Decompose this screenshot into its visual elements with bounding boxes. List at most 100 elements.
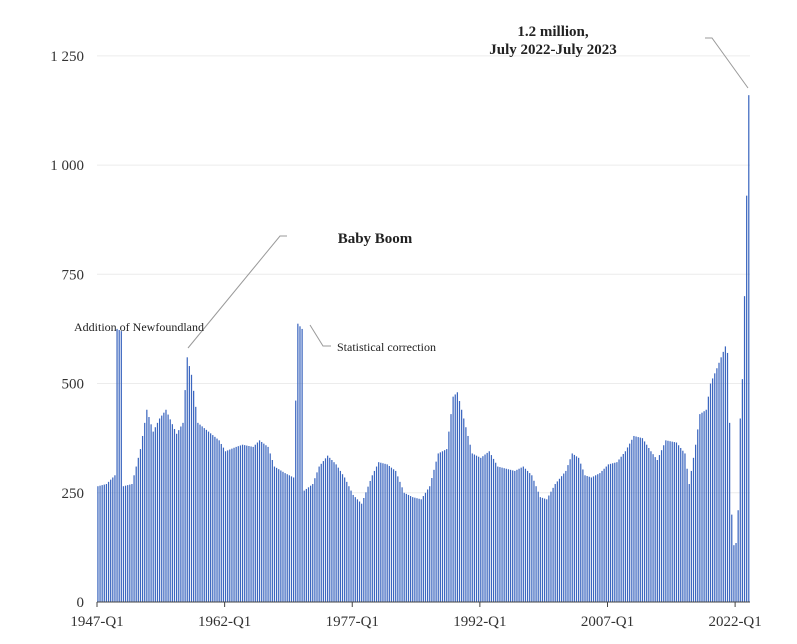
bar <box>237 446 239 602</box>
bar <box>660 450 663 602</box>
bar <box>469 444 471 602</box>
bar <box>475 455 478 602</box>
bar <box>378 462 380 602</box>
bar <box>724 346 727 602</box>
bar <box>582 469 584 602</box>
bar <box>358 501 361 602</box>
bar <box>401 487 403 602</box>
bar <box>133 475 135 602</box>
bar <box>154 427 156 602</box>
bar <box>722 351 724 602</box>
bar <box>331 460 333 602</box>
bar <box>746 195 748 602</box>
bar <box>148 417 150 602</box>
bar <box>120 331 122 602</box>
bar <box>258 440 261 602</box>
annotation-leader-statistical-correction <box>309 324 331 347</box>
bar <box>252 446 254 602</box>
bar <box>726 352 729 602</box>
bar <box>397 476 399 602</box>
bar <box>454 394 456 602</box>
bar <box>616 462 618 602</box>
bar <box>603 468 605 602</box>
bar <box>718 362 720 602</box>
bar <box>739 418 741 602</box>
bar <box>392 469 395 602</box>
bar <box>186 357 188 602</box>
bar <box>335 464 337 602</box>
x-tick-label: 1947-Q1 <box>70 614 123 630</box>
bar <box>399 481 401 602</box>
bar <box>612 463 614 602</box>
bar <box>267 446 269 602</box>
bar <box>569 459 571 602</box>
bar <box>380 462 382 602</box>
bar <box>407 494 410 602</box>
bar <box>480 457 482 602</box>
bar <box>375 466 378 602</box>
bar <box>344 477 346 602</box>
bar <box>265 445 267 602</box>
bar <box>497 466 499 602</box>
bar <box>171 424 173 602</box>
bar <box>458 401 461 602</box>
bar <box>122 486 125 602</box>
bar <box>563 473 565 602</box>
bar <box>503 468 505 602</box>
bar <box>509 469 512 602</box>
bar <box>507 469 510 602</box>
bar <box>658 455 661 602</box>
bar <box>575 456 578 602</box>
bar <box>514 470 516 602</box>
bar <box>548 495 550 602</box>
bar <box>609 463 612 602</box>
bar <box>626 447 629 602</box>
bar <box>748 95 750 603</box>
bar <box>648 447 650 602</box>
bar <box>350 490 352 602</box>
bar <box>518 468 520 602</box>
bar <box>567 465 569 602</box>
annotation-newfoundland: Addition of Newfoundland <box>74 320 204 334</box>
bar <box>256 442 259 602</box>
bar <box>139 449 142 602</box>
bar <box>195 406 197 602</box>
bar <box>560 476 563 602</box>
bar <box>490 455 493 602</box>
bar <box>533 480 535 602</box>
bar <box>180 426 182 602</box>
bar <box>418 498 420 602</box>
x-axis-ticks: 1947-Q1 1962-Q1 1977-Q1 1992-Q1 2007-Q1 2022-… <box>70 602 762 630</box>
bar <box>680 447 682 602</box>
bar <box>650 451 652 602</box>
bar <box>101 485 103 602</box>
bar <box>97 486 99 602</box>
bar <box>416 498 418 602</box>
bar <box>103 484 105 602</box>
bar <box>686 468 688 602</box>
bar <box>450 414 452 602</box>
bar <box>633 435 635 602</box>
bar <box>703 411 705 602</box>
bar <box>492 458 495 602</box>
bar <box>452 396 454 602</box>
bar <box>131 484 133 602</box>
bar <box>365 492 367 602</box>
bar <box>437 453 439 602</box>
bar <box>275 467 278 602</box>
bar <box>333 462 335 602</box>
bar <box>471 453 473 602</box>
bar <box>144 422 146 602</box>
y-axis-ticks: 0 250 500 750 1 000 1 250 <box>50 49 84 611</box>
bar <box>637 437 639 602</box>
bar <box>318 466 320 602</box>
bar <box>241 444 244 602</box>
bar <box>105 484 108 602</box>
bar <box>141 435 144 602</box>
bar <box>601 470 603 602</box>
bar <box>233 447 235 602</box>
bar <box>193 390 195 602</box>
bar <box>448 431 450 602</box>
bar <box>675 442 678 602</box>
